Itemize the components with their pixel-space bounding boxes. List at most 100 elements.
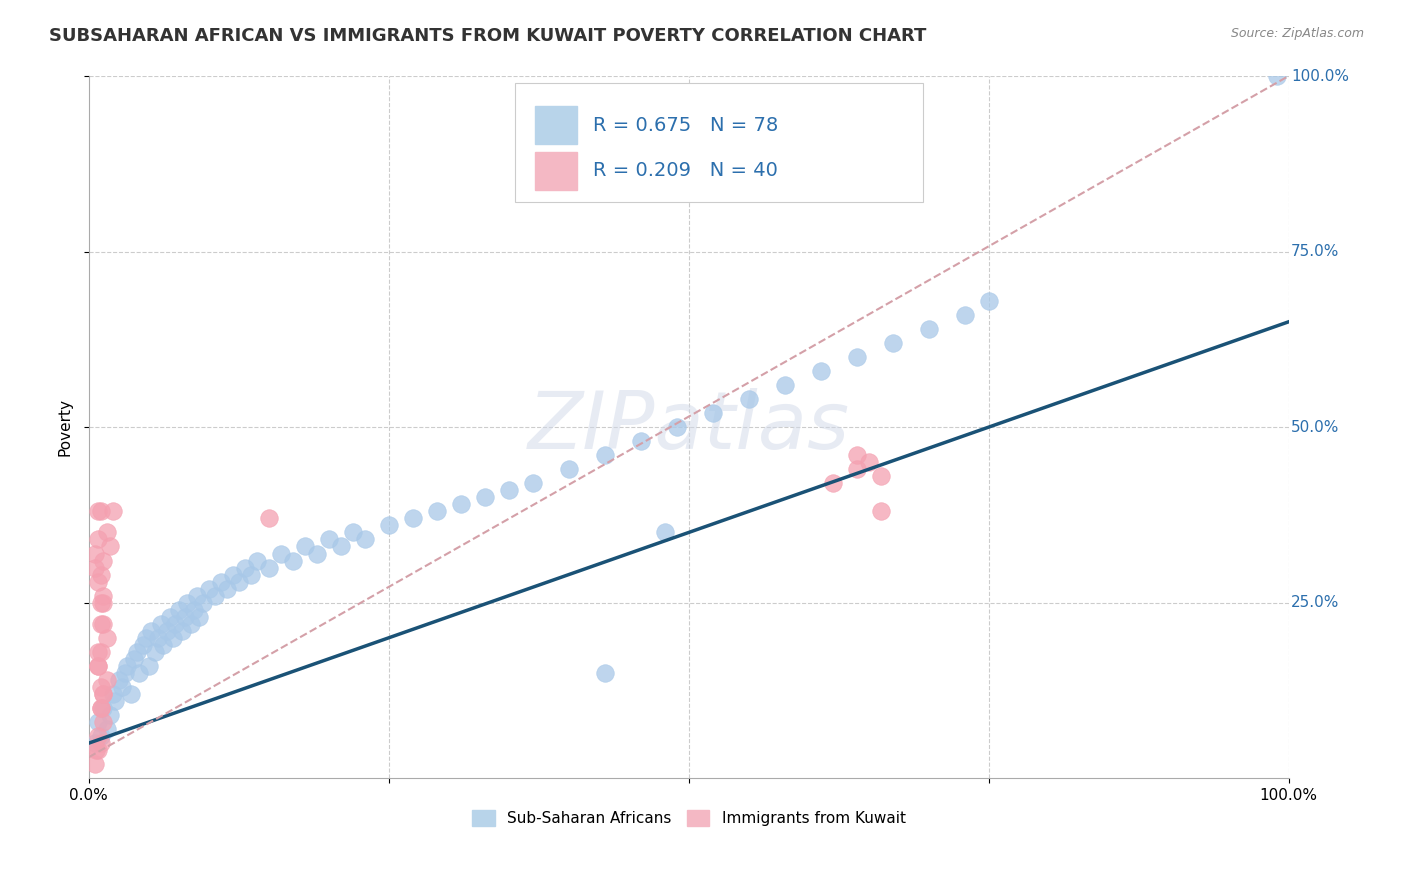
Point [198,582,221,596]
Point [91,714,114,729]
Bar [536,106,576,145]
Text: 75.0%: 75.0% [1291,244,1340,259]
Point [100,708,122,723]
Point [209,574,232,589]
Point [342,525,364,540]
Point [845,350,868,364]
Point [84,743,107,757]
Point [233,560,256,574]
Legend: Sub-Saharan Africans, Immigrants from Kuwait: Sub-Saharan Africans, Immigrants from Ku… [464,803,914,834]
Point [318,533,340,547]
Point [257,511,280,525]
Point [90,596,112,610]
Point [91,701,114,715]
Point [738,392,761,406]
Point [702,406,724,420]
Point [90,729,112,743]
Point [96,631,118,645]
Point [87,645,110,659]
Point [138,658,160,673]
Point [100,540,122,554]
Point [593,665,616,680]
Point [665,420,688,434]
Point [90,645,112,659]
Point [108,673,131,687]
Point [91,596,114,610]
Point [87,658,110,673]
Point [821,476,844,491]
Point [498,483,520,498]
Point [882,335,904,350]
Point [869,504,891,518]
Point [90,701,112,715]
Point [83,757,105,772]
Point [87,504,110,518]
Point [188,609,211,624]
Point [173,609,195,624]
Point [90,567,112,582]
Point [96,722,118,736]
Point [186,589,208,603]
Point [87,574,110,589]
Point [101,504,124,518]
Point [270,547,292,561]
Point [90,616,112,631]
Point [183,603,205,617]
FancyBboxPatch shape [515,83,922,202]
Point [204,589,226,603]
Point [246,553,269,567]
Point [87,533,110,547]
Point [90,680,112,694]
Point [143,645,166,659]
Point [953,308,976,322]
Point [159,609,181,624]
Point [91,616,114,631]
Point [294,540,316,554]
Point [402,511,425,525]
Point [91,687,114,701]
Point [845,462,868,476]
Point [132,638,155,652]
Point [149,616,172,631]
Point [191,596,214,610]
Point [101,687,124,701]
Point [1265,69,1288,83]
Point [135,631,157,645]
Point [90,504,112,518]
Point [83,560,105,574]
Bar [536,152,576,190]
Point [114,665,136,680]
Point [474,491,496,505]
Point [172,624,194,638]
Point [120,687,142,701]
Text: Source: ZipAtlas.com: Source: ZipAtlas.com [1230,27,1364,40]
Point [156,624,179,638]
Text: 100.0%: 100.0% [1291,69,1348,84]
Point [450,497,472,511]
Point [152,638,174,652]
Point [257,560,280,574]
Point [148,631,170,645]
Text: R = 0.675   N = 78: R = 0.675 N = 78 [593,116,778,135]
Point [115,658,138,673]
Point [654,525,676,540]
Point [125,645,148,659]
Point [104,694,127,708]
Point [165,616,187,631]
Point [91,553,114,567]
Text: R = 0.209   N = 40: R = 0.209 N = 40 [593,161,778,180]
Text: ZIPatlas: ZIPatlas [527,388,849,467]
Point [329,540,352,554]
Point [83,547,105,561]
Point [773,378,796,392]
Point [141,624,163,638]
Point [90,736,112,750]
Point [128,665,150,680]
Point [96,525,118,540]
Point [83,736,105,750]
Point [176,596,198,610]
Point [353,533,375,547]
Point [87,714,110,729]
Point [977,293,1000,308]
Point [558,462,581,476]
